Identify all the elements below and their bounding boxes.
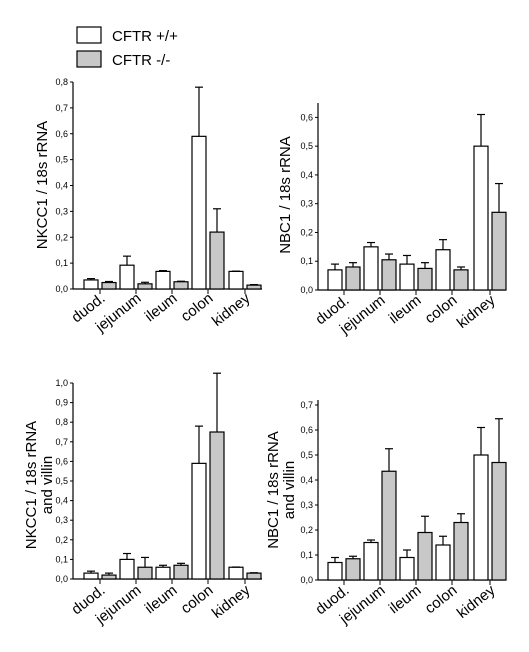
bar-knockout-1 <box>137 566 153 580</box>
bar-wildtype-4 <box>473 454 489 581</box>
category-label: ileum <box>142 290 181 325</box>
bar-knockout-2 <box>417 267 433 291</box>
bar-wildtype-3 <box>435 544 451 581</box>
y-tick-label: 0,5 <box>55 155 68 165</box>
y-tick-label: 0,2 <box>300 227 313 237</box>
y-tick-label: 0,5 <box>300 450 313 460</box>
y-tick-label: 0,1 <box>55 258 68 268</box>
category-label: colon <box>422 582 461 617</box>
y-tick-label: 0,6 <box>300 112 313 122</box>
y-tick-label: 0,5 <box>300 141 313 151</box>
y-tick-label: 0,2 <box>55 232 68 242</box>
bar-knockout-3 <box>453 269 469 291</box>
y-tick-label: 0,6 <box>300 425 313 435</box>
bar-knockout-1 <box>381 470 397 581</box>
y-axis-label: NBC1 / 18s rRNA <box>277 136 294 254</box>
bar-knockout-0 <box>101 574 117 580</box>
category-label: ileum <box>386 582 425 617</box>
bar-knockout-1 <box>381 259 397 291</box>
y-tick-label: 0,7 <box>55 437 68 447</box>
bar-wildtype-3 <box>191 135 207 290</box>
bar-knockout-3 <box>453 521 469 581</box>
chart-panel-4: 0,00,10,20,30,40,50,60,7duod.jejunumileu… <box>265 400 507 628</box>
y-tick-label: 0,0 <box>300 285 313 295</box>
y-tick-label: 0,3 <box>300 199 313 209</box>
chart-panel-2: 0,00,10,20,30,40,50,6duod.jejunumileumco… <box>277 103 507 338</box>
bar-wildtype-4 <box>228 270 244 290</box>
legend: CFTR +/+ CFTR -/- <box>76 26 178 69</box>
bar-wildtype-2 <box>155 566 171 580</box>
y-tick-label: 0,4 <box>55 181 68 191</box>
bar-wildtype-0 <box>83 279 99 290</box>
y-tick-label: 0,3 <box>55 515 68 525</box>
bar-knockout-3 <box>209 431 225 580</box>
legend-label-knockout: CFTR -/- <box>112 52 170 69</box>
y-tick-label: 0,1 <box>300 550 313 560</box>
bar-knockout-2 <box>417 531 433 581</box>
category-label: kidney <box>209 289 254 329</box>
bar-knockout-0 <box>345 266 361 291</box>
bar-wildtype-1 <box>119 264 135 290</box>
y-axis-label: NKCC1 / 18s rRNAand villin <box>23 421 56 549</box>
legend-swatch-knockout <box>76 50 102 68</box>
y-tick-label: 0,1 <box>300 256 313 266</box>
bar-wildtype-2 <box>399 263 415 291</box>
y-tick-label: 0,0 <box>55 574 68 584</box>
category-label: kidney <box>454 581 499 621</box>
y-tick-label: 0,5 <box>55 476 68 486</box>
bar-knockout-4 <box>246 572 262 580</box>
bar-knockout-4 <box>246 284 262 290</box>
bar-knockout-4 <box>491 461 507 581</box>
y-axis-label: NBC1 / 18s rRNAand villin <box>265 431 298 549</box>
category-label: ileum <box>386 292 425 327</box>
bar-wildtype-1 <box>119 558 135 580</box>
bar-knockout-1 <box>137 283 153 290</box>
chart-panel-3: 0,00,10,20,30,40,50,60,70,80,91,0duod.je… <box>23 372 262 628</box>
bar-wildtype-1 <box>363 246 379 291</box>
legend-swatch-wildtype <box>76 26 102 44</box>
bar-wildtype-0 <box>83 572 99 580</box>
y-tick-label: 0,3 <box>300 500 313 510</box>
y-tick-label: 0,3 <box>55 206 68 216</box>
y-tick-label: 0,6 <box>55 129 68 139</box>
y-tick-label: 1,0 <box>55 378 68 388</box>
bar-wildtype-0 <box>327 561 343 581</box>
y-tick-label: 0,4 <box>300 170 313 180</box>
bar-wildtype-4 <box>228 566 244 580</box>
category-label: colon <box>422 292 461 327</box>
y-tick-label: 0,4 <box>55 496 68 506</box>
y-axis-label: NKCC1 / 18s rRNA <box>34 121 51 249</box>
y-tick-label: 0,4 <box>300 475 313 485</box>
bar-knockout-2 <box>173 281 189 290</box>
bar-knockout-3 <box>209 231 225 290</box>
y-tick-label: 0,1 <box>55 554 68 564</box>
legend-label-wildtype: CFTR +/+ <box>112 28 178 45</box>
bar-knockout-4 <box>491 211 507 291</box>
bar-wildtype-2 <box>399 556 415 581</box>
y-tick-label: 0,2 <box>300 525 313 535</box>
y-tick-label: 0,0 <box>300 575 313 585</box>
y-tick-label: 0,8 <box>55 77 68 87</box>
y-tick-label: 0,0 <box>55 284 68 294</box>
y-tick-label: 0,2 <box>55 535 68 545</box>
y-tick-label: 0,6 <box>55 456 68 466</box>
bar-knockout-0 <box>345 558 361 581</box>
category-label: kidney <box>454 291 499 331</box>
y-tick-label: 0,8 <box>55 417 68 427</box>
bar-knockout-0 <box>101 281 117 290</box>
category-label: kidney <box>209 581 254 621</box>
category-label: ileum <box>142 582 181 617</box>
bar-wildtype-0 <box>327 269 343 291</box>
bar-wildtype-3 <box>435 249 451 291</box>
y-tick-label: 0,7 <box>55 103 68 113</box>
bar-wildtype-1 <box>363 541 379 581</box>
bar-wildtype-4 <box>473 145 489 291</box>
chart-panel-1: 0,00,10,20,30,40,50,60,70,8duod.jejunumi… <box>34 77 262 336</box>
bar-wildtype-2 <box>155 270 171 290</box>
y-tick-label: 0,9 <box>55 398 68 408</box>
bar-wildtype-3 <box>191 462 207 580</box>
bar-knockout-2 <box>173 564 189 580</box>
y-tick-label: 0,7 <box>300 400 313 410</box>
